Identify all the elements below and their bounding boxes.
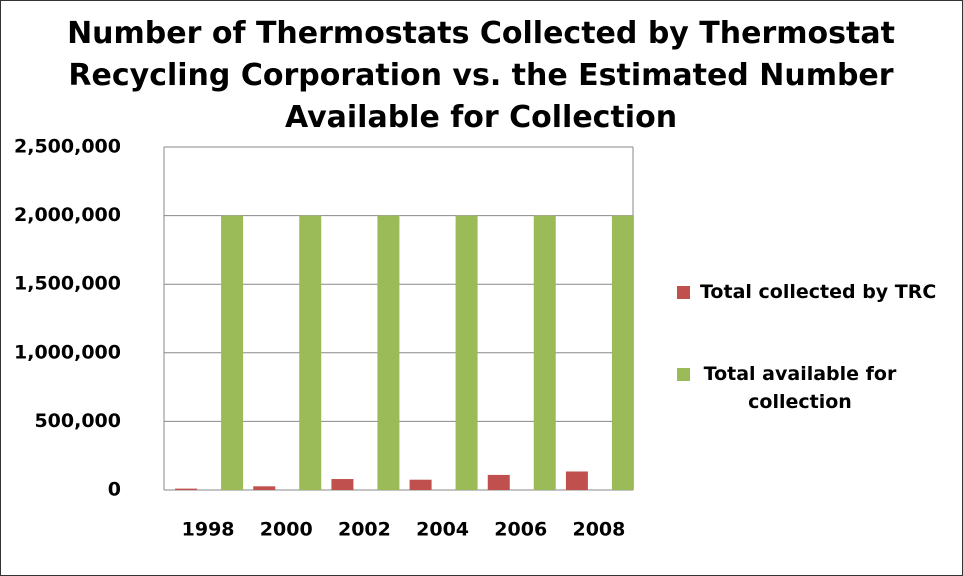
legend-item: Total collected by TRC [677, 278, 937, 306]
x-tick-label: 2008 [572, 519, 625, 541]
bar [331, 479, 354, 490]
chart-title: Number of Thermostats Collected by Therm… [67, 16, 895, 135]
x-tick-label: 2000 [260, 519, 313, 541]
bar [299, 215, 322, 490]
bar [221, 215, 244, 490]
bar [487, 474, 510, 490]
y-tick-label: 2,000,000 [14, 204, 121, 226]
bar [377, 215, 400, 490]
y-tick-label: 1,000,000 [14, 341, 121, 363]
legend-swatch [677, 286, 690, 299]
y-tick-label: 2,500,000 [14, 136, 121, 158]
x-tick-label: 1998 [182, 519, 235, 541]
bar [611, 215, 634, 490]
y-tick-label: 1,500,000 [14, 273, 121, 295]
legend-label: Total available for collection [703, 363, 897, 413]
x-tick-label: 2002 [338, 519, 391, 541]
y-tick-label: 500,000 [34, 410, 121, 432]
bar [253, 486, 276, 490]
bar [565, 471, 588, 490]
bar [455, 215, 478, 490]
bar [175, 488, 198, 490]
legend-label: Total collected by TRC [700, 281, 937, 303]
x-tick-label: 2004 [416, 519, 469, 541]
bar [409, 479, 432, 490]
legend-swatch [677, 368, 690, 381]
y-tick-label: 0 [108, 479, 121, 501]
x-tick-label: 2006 [494, 519, 547, 541]
bar [533, 215, 556, 490]
legend-item: Total available for collection [677, 360, 937, 416]
